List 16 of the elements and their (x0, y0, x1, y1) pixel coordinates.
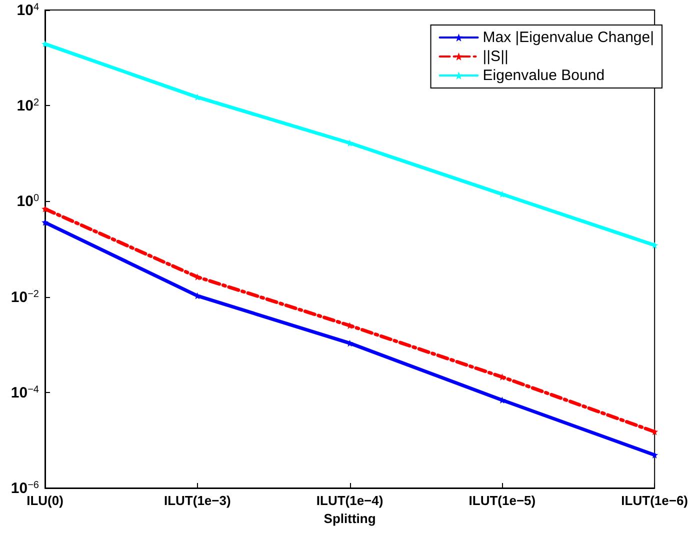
x-tick-label: ILUT(1e−6) (621, 493, 688, 508)
x-tick-label: ILUT(1e−4) (316, 493, 384, 508)
y-tick-label: 10$^{0}$ (16, 192, 40, 210)
y-tick-label: 10$^{−4}$ (10, 384, 40, 402)
point (42, 40, 48, 48)
x-tick-label: ILUT(1e−5) (468, 493, 536, 508)
point (42, 218, 48, 226)
legend-label: Eigenvalue Bound (482, 67, 605, 84)
x-tick-label: ILUT(1e−3) (164, 493, 231, 508)
y-tick-label: 10$^{−2}$ (10, 288, 40, 306)
point (42, 205, 48, 212)
x-axis-title: Splitting (324, 510, 376, 526)
legend-label: Max |Eigenvalue Change| (482, 29, 654, 46)
y-tick-label: 10$^{2}$ (16, 97, 40, 115)
legend-label: ||S|| (482, 48, 508, 65)
y-tick-label: 10$^{4}$ (16, 2, 40, 19)
